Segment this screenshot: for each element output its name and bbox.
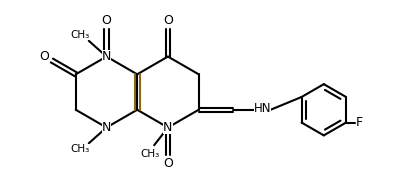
Text: O: O xyxy=(163,14,173,27)
Text: CH₃: CH₃ xyxy=(140,149,159,159)
Text: O: O xyxy=(101,14,111,27)
Text: N: N xyxy=(102,121,111,134)
Text: CH₃: CH₃ xyxy=(70,30,89,40)
Text: F: F xyxy=(355,116,363,129)
Text: CH₃: CH₃ xyxy=(70,144,89,154)
Text: O: O xyxy=(163,157,173,170)
Text: N: N xyxy=(102,50,111,63)
Text: O: O xyxy=(39,50,49,63)
Text: N: N xyxy=(163,121,172,134)
Text: HN: HN xyxy=(253,102,271,115)
